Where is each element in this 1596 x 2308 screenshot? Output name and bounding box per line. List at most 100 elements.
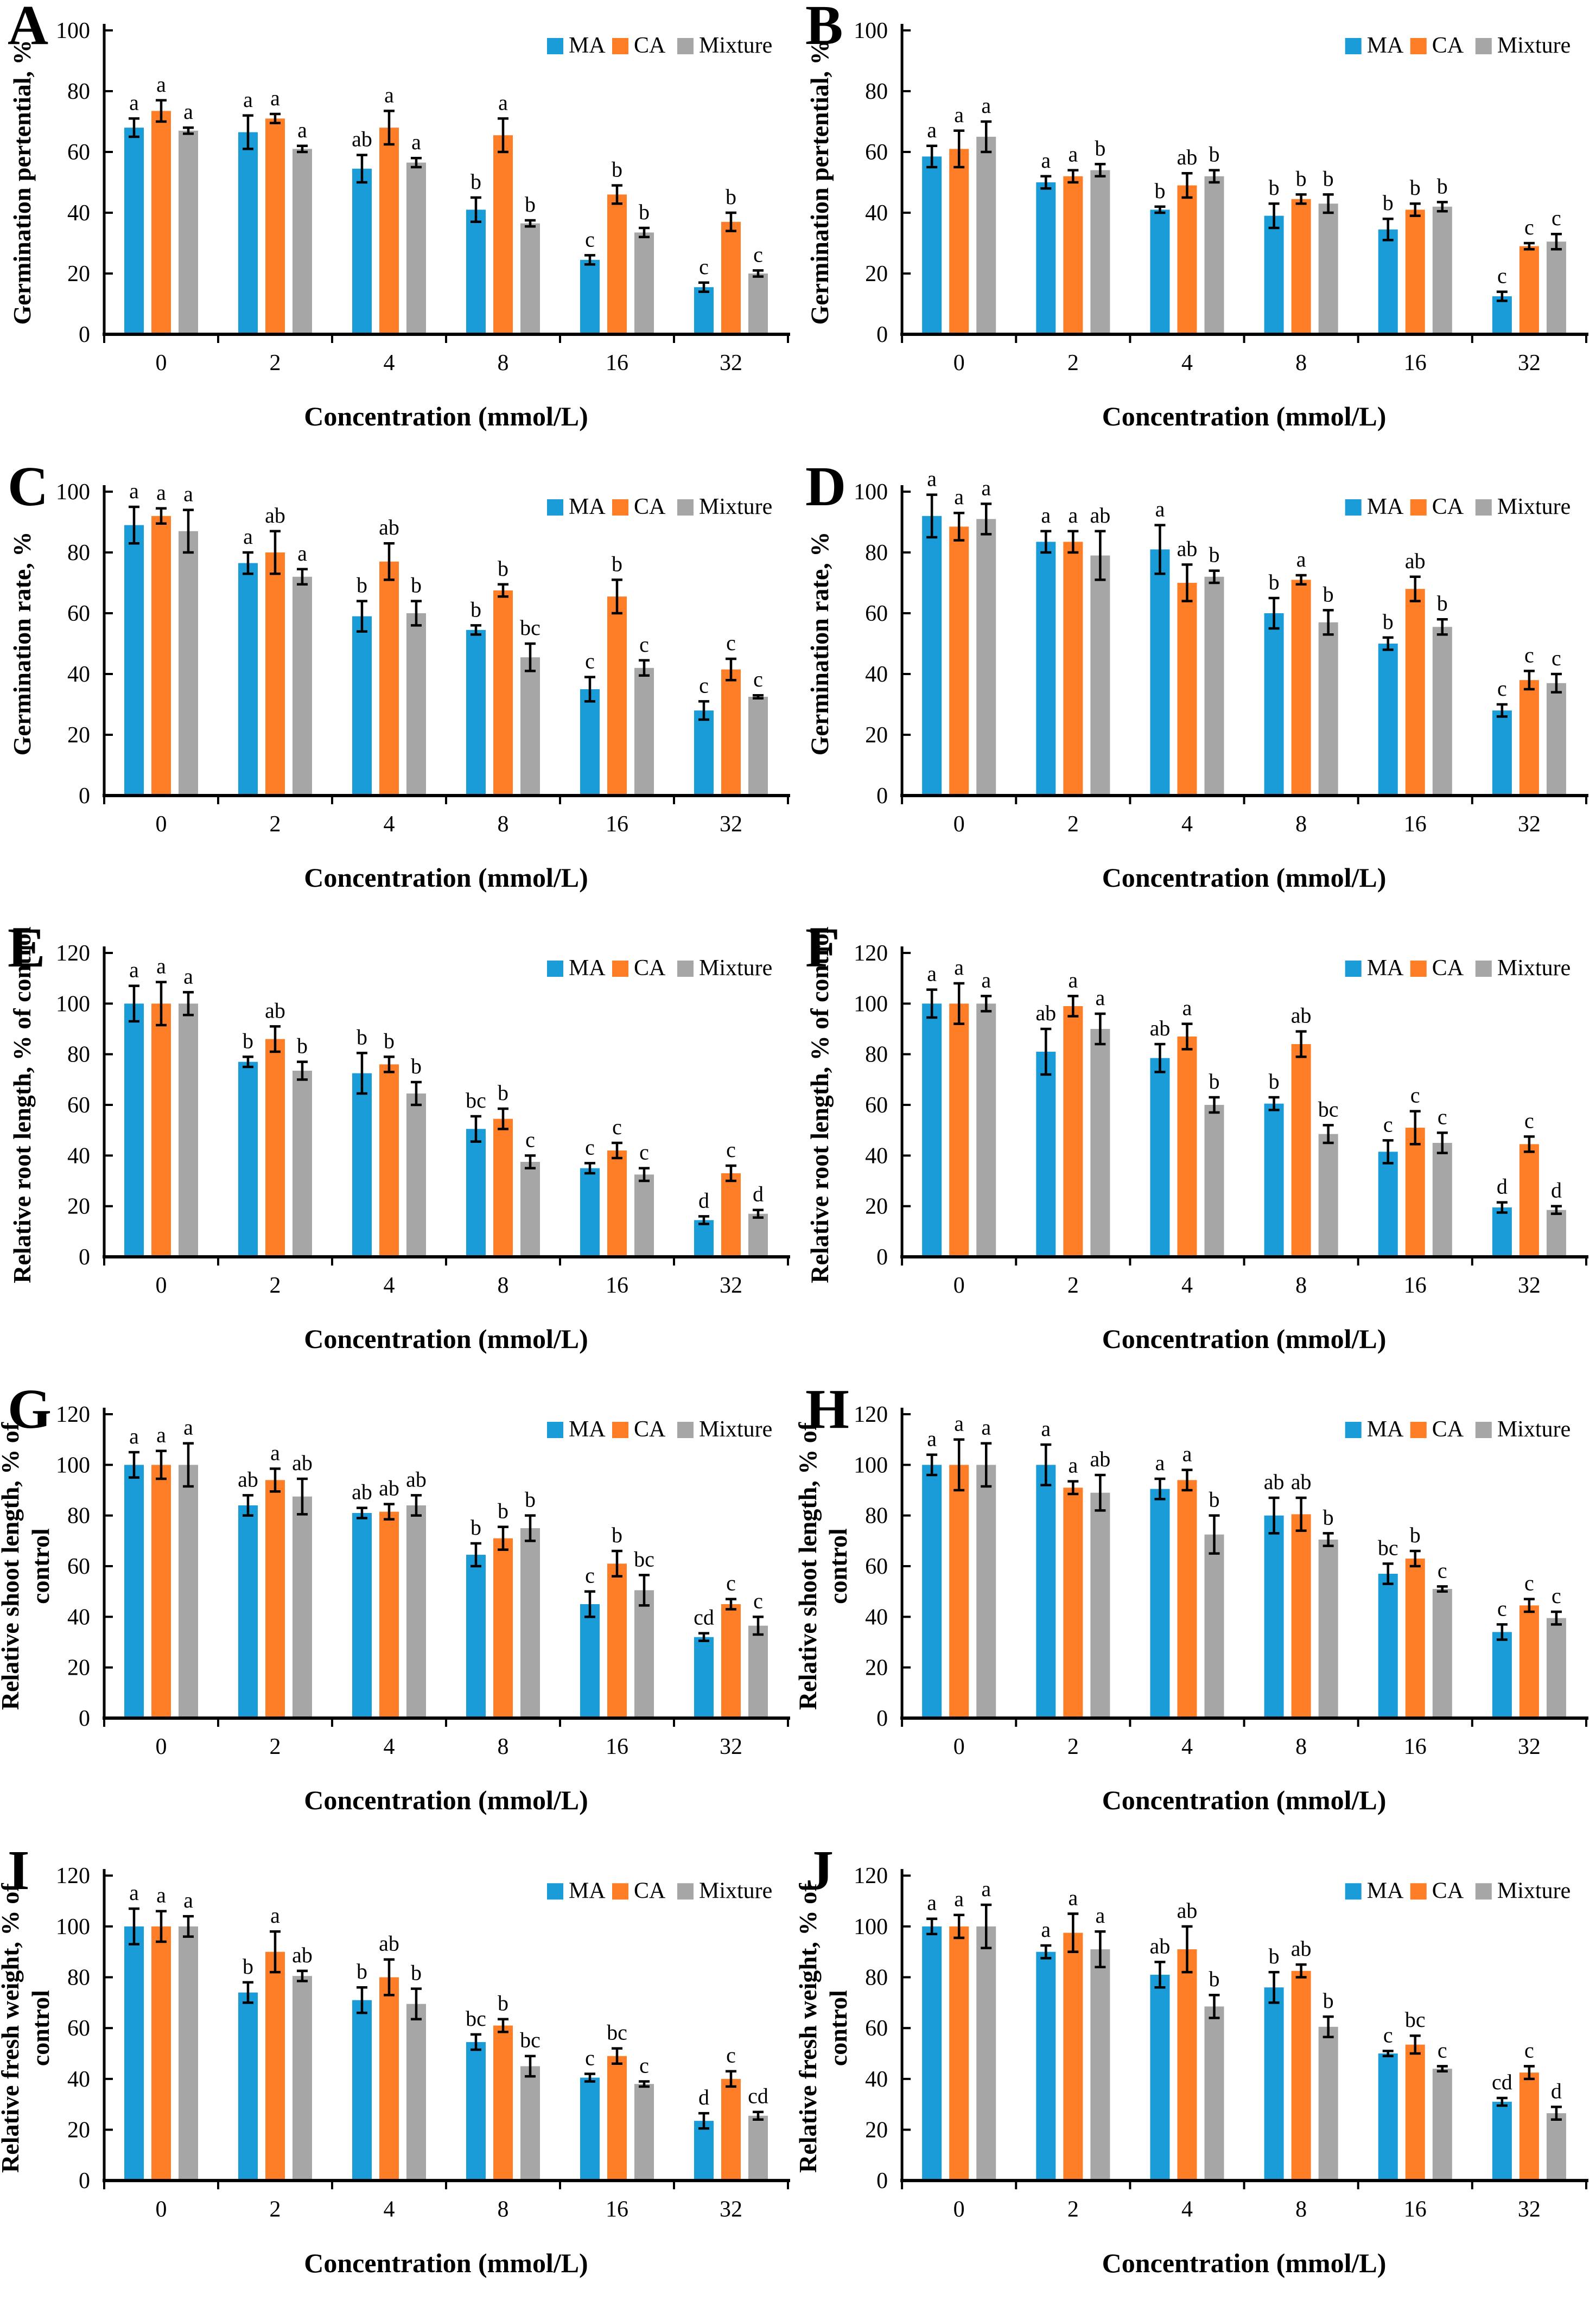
significance-letter: ab <box>406 1467 427 1491</box>
significance-letter: b <box>498 1080 508 1105</box>
significance-letter: d <box>698 1188 709 1212</box>
significance-letter: d <box>698 2085 709 2109</box>
y-axis-title: Germination pertential, % <box>806 40 834 325</box>
x-tick-label: 8 <box>498 2197 509 2222</box>
significance-letter: c <box>753 667 763 691</box>
bar-mixture <box>748 1625 768 1718</box>
y-axis-title: Relative root length, % of control <box>806 926 834 1283</box>
legend-swatch <box>677 1883 694 1900</box>
bar-ca <box>1519 1144 1539 1257</box>
legend-label: MA <box>569 1878 606 1903</box>
y-tick-label: 0 <box>876 322 888 347</box>
x-tick-label: 16 <box>1404 351 1427 376</box>
x-tick-label: 16 <box>606 2197 628 2222</box>
bar-ca <box>1063 176 1083 334</box>
legend-label: CA <box>634 494 666 519</box>
bar-ma <box>352 1073 372 1257</box>
bar-ma <box>922 516 942 796</box>
panel-label: E <box>8 923 46 979</box>
bar-mixture <box>634 2084 654 2181</box>
y-axis-title: Relative shoot length, % of <box>0 1422 24 1710</box>
panel-label: D <box>805 461 847 518</box>
bar-ma <box>694 1637 714 1718</box>
bar-mixture <box>1090 1949 1110 2181</box>
bar-ma <box>1264 215 1284 334</box>
significance-letter: b <box>498 1991 508 2015</box>
bar-ca <box>265 1951 285 2181</box>
bar-mixture <box>1090 170 1110 334</box>
bar-mixture <box>634 1174 654 1257</box>
bar-ca <box>1519 680 1539 796</box>
y-tick-label: 60 <box>67 1554 90 1579</box>
x-tick-label: 32 <box>1518 351 1541 376</box>
significance-letter: c <box>585 649 595 673</box>
bar-ma <box>694 2121 714 2181</box>
y-tick-label: 20 <box>67 723 90 748</box>
x-tick-label: 0 <box>953 1734 965 1759</box>
x-tick-label: 4 <box>384 1273 395 1298</box>
x-tick-label: 0 <box>156 351 167 376</box>
bar-ma <box>1150 1058 1170 1257</box>
y-tick-label: 40 <box>67 1605 90 1630</box>
x-tick-label: 4 <box>384 812 395 837</box>
bar-mixture <box>1090 1029 1110 1257</box>
panel-label: A <box>8 0 49 56</box>
significance-letter: b <box>1323 1505 1334 1529</box>
legend-swatch <box>1410 499 1427 516</box>
significance-letter: a <box>954 1887 964 1911</box>
bar-ma <box>1150 1489 1170 1718</box>
bar-ca <box>949 149 969 334</box>
bar-ma <box>1036 1465 1056 1718</box>
y-tick-label: 20 <box>865 262 888 287</box>
significance-letter: c <box>1438 2038 1447 2062</box>
y-tick-label: 100 <box>56 1453 90 1478</box>
bar-ca <box>1177 185 1197 334</box>
bar-ma <box>1036 182 1056 334</box>
panel-label: I <box>8 1845 30 1902</box>
bar-ca <box>493 135 513 334</box>
significance-letter: b <box>1209 1487 1220 1512</box>
legend-label: CA <box>1432 494 1464 519</box>
significance-letter: c <box>753 1588 763 1613</box>
significance-letter: a <box>1041 503 1051 527</box>
bar-ma <box>1492 296 1512 334</box>
legend-swatch <box>1410 961 1427 977</box>
y-tick-label: 100 <box>56 991 90 1016</box>
significance-letter: c <box>1524 2038 1534 2062</box>
panel-label: J <box>805 1845 834 1902</box>
bar-ca <box>151 516 171 796</box>
x-tick-label: 0 <box>953 2197 965 2222</box>
bar-ca <box>379 561 399 796</box>
significance-letter: ab <box>352 1480 372 1504</box>
bar-mixture <box>520 1528 540 1718</box>
bar-ca <box>721 669 741 796</box>
x-tick-label: 2 <box>1067 1734 1079 1759</box>
y-tick-label: 40 <box>67 1143 90 1168</box>
bar-mixture <box>1432 1143 1452 1257</box>
legend-label: CA <box>1432 1417 1464 1442</box>
legend-label: CA <box>634 1878 666 1903</box>
bar-ca <box>493 1538 513 1718</box>
y-tick-label: 20 <box>865 1656 888 1681</box>
significance-letter: bc <box>634 1547 654 1571</box>
x-axis-title: Concentration (mmol/L) <box>304 862 588 893</box>
bar-ma <box>1264 1515 1284 1718</box>
bar-ca <box>1177 1949 1197 2181</box>
y-tick-label: 0 <box>876 1706 888 1731</box>
bar-ca <box>379 1064 399 1257</box>
significance-letter: b <box>639 200 650 224</box>
bar-ca <box>949 526 969 796</box>
x-axis-title: Concentration (mmol/L) <box>304 1785 588 1815</box>
legend-swatch <box>1475 1883 1492 1900</box>
bar-mixture <box>976 137 996 334</box>
legend-swatch <box>547 499 563 516</box>
bar-mixture <box>634 232 654 334</box>
bar-mixture <box>406 1093 426 1257</box>
significance-letter: a <box>1068 1453 1078 1478</box>
bar-chart: ab bbccdaaabbbccaabbbcccd0204060801001200… <box>0 1864 790 2278</box>
x-tick-label: 16 <box>606 1273 628 1298</box>
bar-ma <box>466 1129 486 1257</box>
